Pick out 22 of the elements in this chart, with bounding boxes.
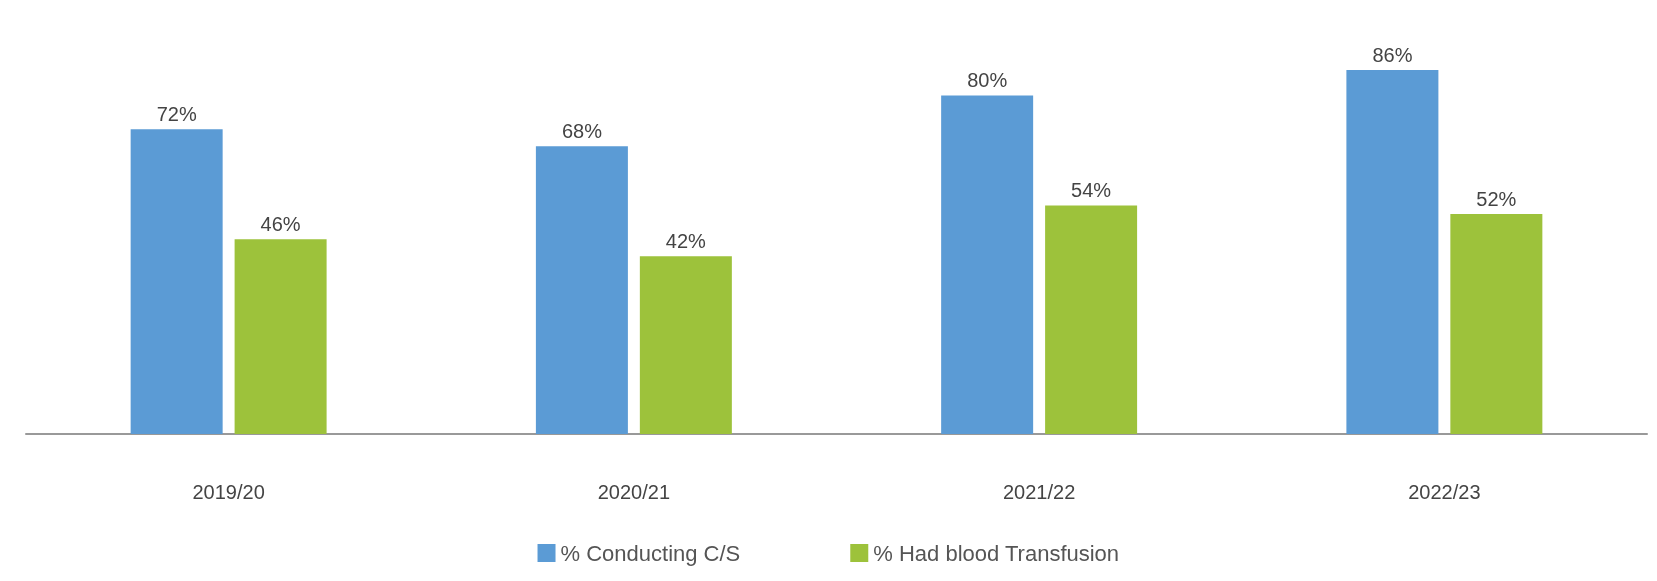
data-label: 52% (1476, 187, 1517, 210)
data-label: 42% (665, 230, 707, 253)
data-label: 86% (1372, 44, 1413, 66)
bar (1450, 213, 1543, 434)
x-tick-label: 2021/22 (1002, 481, 1076, 503)
bar (639, 256, 732, 434)
x-tick-label: 2019/20 (192, 481, 265, 503)
data-label: 54% (1071, 179, 1112, 202)
data-label: 68% (561, 120, 603, 143)
bar (1045, 205, 1138, 434)
data-label: 46% (260, 213, 301, 236)
bar (130, 129, 223, 434)
bar (941, 95, 1034, 434)
data-label: 72% (156, 103, 197, 126)
x-tick-label: 2022/23 (1408, 481, 1481, 503)
legend-label: % Conducting C/S (560, 540, 741, 566)
bar (535, 146, 628, 434)
x-tick-label: 2020/21 (597, 481, 671, 503)
bar (234, 239, 327, 434)
bar (1346, 70, 1439, 434)
data-label: 80% (967, 69, 1008, 92)
legend-label: % Had blood Transfusion (873, 540, 1120, 566)
